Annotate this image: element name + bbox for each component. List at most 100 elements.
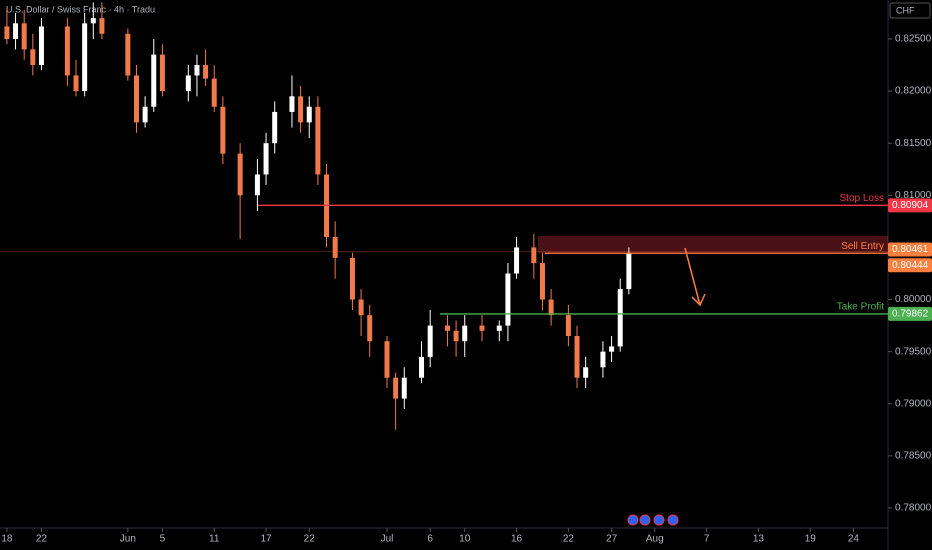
candle-body (90, 18, 96, 24)
x-tick-label: Aug (646, 534, 664, 545)
price-tag (888, 258, 932, 273)
level-name: Take Profit (837, 302, 884, 313)
event-icons[interactable] (627, 514, 679, 526)
candle-body (393, 377, 399, 399)
y-tick-label: 0.81000 (895, 190, 932, 201)
candle-body (367, 315, 373, 342)
event-icon[interactable] (639, 514, 651, 526)
candle-body (4, 26, 10, 39)
candle-body (263, 143, 269, 175)
y-tick-label: 0.79500 (895, 346, 932, 357)
level-name: Sell Entry (841, 241, 884, 252)
candle-body (306, 106, 312, 123)
price-tag (888, 306, 932, 321)
price-tag-label: 0.80461 (892, 244, 929, 255)
x-tick-label: 13 (753, 534, 765, 545)
candle-body (30, 49, 36, 66)
candle-body (358, 299, 364, 316)
price-tag (888, 198, 932, 213)
candle-body (315, 106, 321, 175)
x-tick-label: 22 (304, 534, 316, 545)
currency-label: CHF (896, 5, 915, 15)
candle-body (159, 54, 165, 92)
x-tick-label: Jun (120, 534, 136, 545)
event-icon[interactable] (653, 514, 665, 526)
chart-title: U.S. Dollar / Swiss Franc · 4h · Tradu (6, 4, 155, 14)
x-tick-label: 5 (160, 534, 166, 545)
y-tick-label: 0.78500 (895, 451, 932, 462)
x-tick-label: 27 (606, 534, 618, 545)
y-tick-label: 0.78000 (895, 503, 932, 514)
candle-body (514, 247, 520, 274)
x-tick-label: 24 (848, 534, 860, 545)
candle-body (73, 75, 79, 92)
x-tick-label: 6 (427, 534, 433, 545)
candle-body (254, 174, 260, 196)
candle-body (626, 252, 632, 290)
candle-body (21, 23, 27, 50)
event-icon[interactable] (627, 514, 639, 526)
price-tag-label: 0.80904 (892, 200, 929, 211)
candle-body (505, 273, 511, 326)
candle-body (220, 106, 226, 154)
candle-body (194, 65, 200, 76)
x-tick-label: 19 (805, 534, 817, 545)
candle-body (289, 96, 295, 112)
currency-box[interactable] (889, 2, 931, 19)
candle-body (419, 356, 425, 378)
candle-body (272, 111, 278, 144)
candle-body (479, 325, 485, 331)
y-tick-label: 0.79000 (895, 398, 932, 409)
candle-body (548, 299, 554, 316)
candle-body (142, 106, 148, 123)
y-tick-label: 0.81500 (895, 138, 932, 149)
y-tick-label: 0.82000 (895, 86, 932, 97)
price-tag (888, 242, 932, 257)
x-tick-label: Jul (381, 534, 394, 545)
x-tick-label: 16 (511, 534, 523, 545)
price-tag-label: 0.80444 (892, 260, 929, 271)
y-tick-label: 0.80000 (895, 294, 932, 305)
candle-body (237, 153, 243, 196)
x-tick-label: 11 (209, 534, 220, 545)
candle-body (203, 65, 209, 79)
y-tick-label: 0.82500 (895, 34, 932, 45)
candle-body (531, 247, 537, 264)
candle-body (600, 351, 606, 368)
candle-body (462, 325, 468, 342)
candle-body (574, 336, 580, 378)
price-tag-label: 0.79862 (892, 309, 929, 320)
candle-body (617, 289, 623, 347)
x-tick-label: 22 (36, 534, 48, 545)
candle-body (384, 341, 390, 378)
candle-body (332, 237, 338, 258)
x-tick-label: 18 (1, 534, 13, 545)
candle-body (211, 78, 217, 107)
candle-body (349, 257, 355, 300)
candle-body (583, 367, 589, 378)
candle-body (539, 263, 545, 300)
candle-body (151, 54, 157, 107)
candle-body (401, 377, 407, 399)
arrow (684, 247, 706, 307)
candle-body (64, 26, 70, 76)
sell-zone (538, 235, 888, 254)
candle-body (609, 346, 615, 352)
candle-body (125, 33, 131, 76)
plot (0, 2, 888, 430)
candle-body (453, 330, 459, 342)
candle-body (298, 96, 304, 123)
candle-body (82, 23, 88, 92)
x-tick-label: 17 (260, 534, 272, 545)
candle-body (444, 325, 450, 331)
candle-body (496, 325, 502, 331)
candle-body (427, 325, 433, 357)
event-icon[interactable] (667, 514, 679, 526)
x-tick-label: 7 (704, 534, 710, 545)
candle-body (38, 26, 44, 66)
x-tick-label: 10 (459, 534, 471, 545)
candle-body (133, 75, 139, 123)
candle-body (185, 75, 191, 92)
x-tick-label: 22 (563, 534, 575, 545)
level-name: Stop Loss (840, 193, 884, 204)
